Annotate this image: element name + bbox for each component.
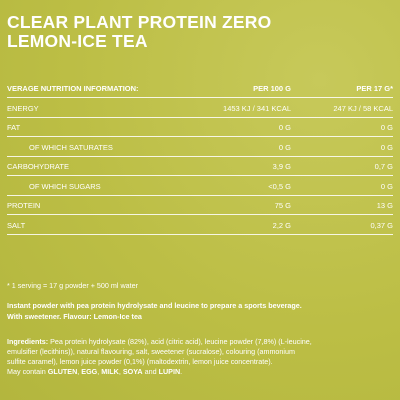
row-per-serving: 247 KJ / 58 KCAL bbox=[333, 103, 393, 113]
allergen-separator: , bbox=[97, 367, 102, 376]
row-label: SALT bbox=[7, 220, 26, 230]
row-per-100g: 0 G bbox=[278, 123, 291, 132]
header-label: VERAGE NUTRITION INFORMATION: bbox=[7, 84, 139, 93]
row-label: OF WHICH SATURATES bbox=[29, 142, 113, 152]
row-per-serving: 0 G bbox=[380, 142, 393, 152]
row-per-100g: <0,5 G bbox=[268, 181, 291, 191]
header-per-100g: PER 100 G bbox=[253, 84, 291, 93]
product-description: Instant powder with pea protein hydrolys… bbox=[7, 300, 397, 322]
row-per-100g: 75 G bbox=[274, 201, 291, 210]
allergen-milk: MILK bbox=[101, 367, 119, 376]
row-per-100g: 2,2 G bbox=[272, 220, 291, 230]
row-per-serving: 0,37 G bbox=[370, 220, 393, 230]
allergen-separator: , bbox=[77, 367, 82, 376]
title-line-2: LEMON-ICE TEA bbox=[7, 31, 148, 51]
table-row: PROTEIN 75 G 13 G bbox=[7, 196, 393, 215]
table-row: OF WHICH SUGARS <0,5 G 0 G bbox=[7, 176, 393, 196]
allergen-separator: , bbox=[118, 367, 123, 376]
row-label: PROTEIN bbox=[7, 201, 41, 210]
row-per-100g: 0 G bbox=[278, 142, 291, 152]
ingredients-label: Ingredients: bbox=[7, 337, 49, 346]
description-line-2: With sweetener. Flavour: Lemon-Ice tea bbox=[7, 312, 142, 321]
allergen-separator: and bbox=[142, 367, 159, 376]
row-label: CARBOHYDRATE bbox=[7, 162, 69, 171]
table-row: CARBOHYDRATE 3,9 G 0,7 G bbox=[7, 157, 393, 176]
row-per-100g: 1453 KJ / 341 KCAL bbox=[223, 103, 291, 113]
table-row: OF WHICH SATURATES 0 G 0 G bbox=[7, 137, 393, 157]
row-per-100g: 3,9 G bbox=[272, 162, 291, 171]
ingredients-line-1: Ingredients: Pea protein hydrolysate (82… bbox=[7, 337, 397, 347]
allergen-lupin: LUPIN bbox=[158, 367, 181, 376]
ingredients-line-2: emulsifier (lecithins)), natural flavour… bbox=[7, 347, 296, 356]
allergen-line: May contain GLUTEN, EGG, MILK, SOYA and … bbox=[7, 367, 397, 377]
ingredients-line-3: sulfite caramel), lemon juice powder (0,… bbox=[7, 357, 273, 366]
allergen-end: . bbox=[180, 367, 183, 376]
header-per-serving: PER 17 G* bbox=[356, 84, 393, 93]
row-per-serving: 0,7 G bbox=[374, 162, 393, 171]
table-row: FAT 0 G 0 G bbox=[7, 118, 393, 137]
row-label: FAT bbox=[7, 123, 21, 132]
may-contain-text: May contain bbox=[7, 367, 48, 376]
row-label: ENERGY bbox=[7, 103, 39, 113]
product-title: CLEAR PLANT PROTEIN ZERO LEMON-ICE TEA bbox=[7, 13, 271, 51]
table-header-row: VERAGE NUTRITION INFORMATION: PER 100 G … bbox=[7, 78, 393, 98]
serving-footnote: * 1 serving = 17 g powder + 500 ml water bbox=[7, 281, 139, 290]
row-per-serving: 0 G bbox=[380, 181, 393, 191]
row-per-serving: 13 G bbox=[376, 201, 393, 210]
allergen-gluten: GLUTEN bbox=[47, 367, 78, 376]
ingredients-text-1: Pea protein hydrolysate (82%), acid (cit… bbox=[48, 337, 312, 346]
ingredients-block: Ingredients: Pea protein hydrolysate (82… bbox=[7, 337, 397, 377]
table-row: SALT 2,2 G 0,37 G bbox=[7, 215, 393, 235]
description-line-1: Instant powder with pea protein hydrolys… bbox=[7, 301, 302, 310]
title-line-1: CLEAR PLANT PROTEIN ZERO bbox=[7, 12, 272, 32]
nutrition-table: VERAGE NUTRITION INFORMATION: PER 100 G … bbox=[7, 78, 393, 235]
row-label: OF WHICH SUGARS bbox=[29, 181, 101, 191]
allergen-egg: EGG bbox=[81, 367, 98, 376]
row-per-serving: 0 G bbox=[380, 123, 393, 132]
allergen-soya: SOYA bbox=[122, 367, 143, 376]
table-row: ENERGY 1453 KJ / 341 KCAL 247 KJ / 58 KC… bbox=[7, 98, 393, 118]
